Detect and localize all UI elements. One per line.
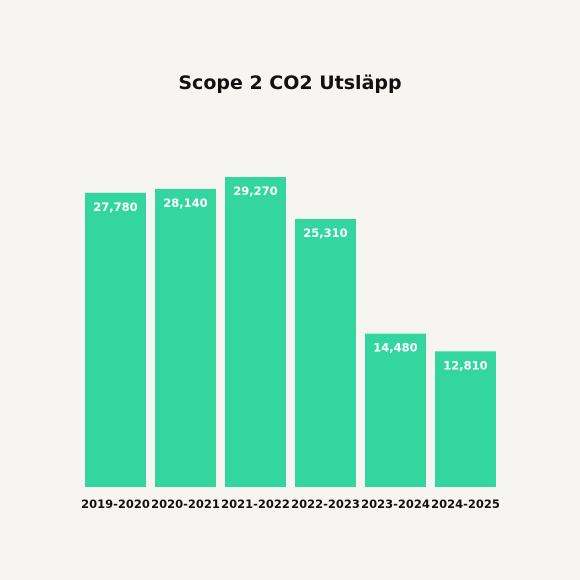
- bar-value-label-2022-2023: 25,310: [303, 226, 347, 240]
- x-tick-label-2022-2023: 2022-2023: [291, 497, 360, 511]
- bar-2023-2024: [365, 333, 426, 487]
- bar-value-label-2019-2020: 27,780: [93, 200, 137, 214]
- bar-2020-2021: [155, 188, 216, 487]
- x-tick-label-2020-2021: 2020-2021: [151, 497, 220, 511]
- bar-value-label-2020-2021: 28,140: [163, 196, 207, 210]
- bar-2024-2025: [435, 351, 496, 487]
- x-tick-label-2019-2020: 2019-2020: [81, 497, 150, 511]
- x-tick-label-2023-2024: 2023-2024: [361, 497, 430, 511]
- bar-2022-2023: [295, 218, 356, 487]
- bar-value-label-2023-2024: 14,480: [373, 341, 417, 355]
- chart-title: Scope 2 CO2 Utsläpp: [178, 72, 402, 94]
- x-tick-label-2024-2025: 2024-2025: [431, 497, 500, 511]
- bar-value-label-2024-2025: 12,810: [443, 358, 487, 372]
- bar-value-label-2021-2022: 29,270: [233, 184, 277, 198]
- x-tick-label-2021-2022: 2021-2022: [221, 497, 290, 511]
- bar-2021-2022: [225, 177, 286, 487]
- bar-2019-2020: [85, 192, 146, 487]
